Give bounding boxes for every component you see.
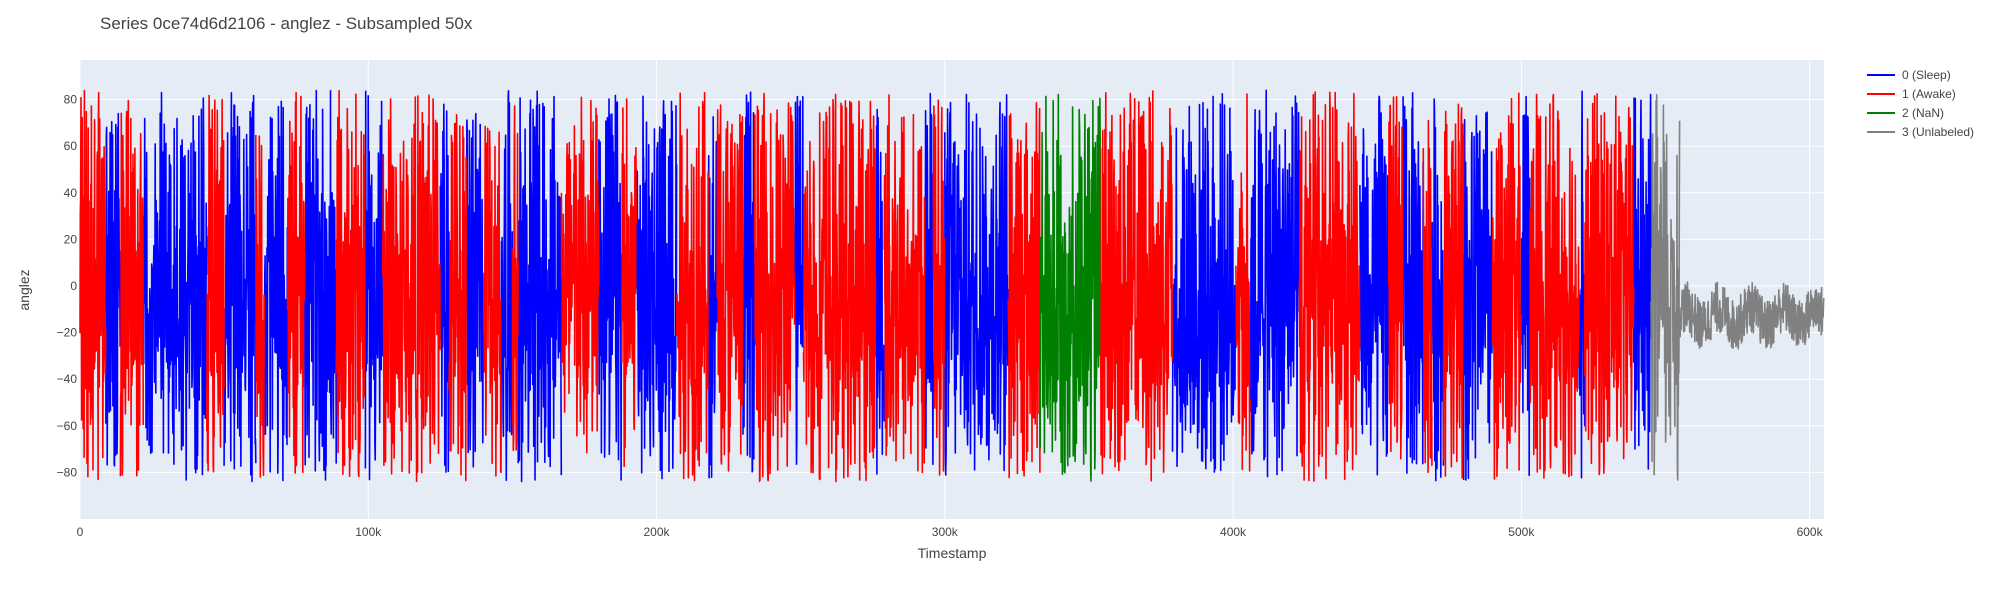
x-axis: 0 100k 200k 300k 400k 500k 600k (77, 525, 1824, 539)
series-line-0 (598, 94, 623, 481)
series-line-0 (303, 89, 338, 481)
series-line-0 (1249, 89, 1300, 478)
series-line-0 (742, 91, 756, 473)
series-line-1 (883, 94, 926, 474)
y-tick-label: 40 (64, 186, 78, 200)
series-line-1 (560, 96, 600, 454)
chart-title: Series 0ce74d6d2106 - anglez - Subsample… (100, 14, 473, 33)
y-axis-title: anglez (16, 269, 32, 310)
legend-label[interactable]: 2 (NaN) (1902, 106, 1944, 120)
series-line-3 (1650, 94, 1681, 481)
series-line-0 (794, 95, 805, 465)
series-line-0 (923, 92, 935, 466)
series-line-1 (621, 98, 638, 468)
series-line-1 (1422, 119, 1433, 474)
series-line-1 (381, 94, 441, 483)
series-line-0 (517, 90, 563, 483)
series-line-1 (255, 134, 266, 478)
series-line-1 (79, 89, 107, 481)
series-line-1 (1099, 90, 1174, 482)
series-line-1 (1529, 93, 1580, 479)
series-line-0 (635, 95, 678, 480)
series-line-0 (364, 90, 384, 481)
x-tick-label: 100k (355, 525, 382, 539)
series-line-1 (1235, 93, 1251, 472)
series-line-1 (119, 99, 144, 477)
series-line-0 (943, 93, 1010, 476)
series-line-0 (1578, 90, 1586, 479)
series-line-0 (142, 91, 208, 481)
legend-label[interactable]: 1 (Awake) (1902, 87, 1956, 101)
series-line-1 (1007, 102, 1041, 479)
y-axis: −80 −60 −40 −20 0 20 40 60 80 (57, 93, 78, 480)
series-line-1 (1387, 96, 1404, 460)
series-line-0 (105, 112, 121, 467)
legend: 0 (Sleep) 1 (Awake) 2 (NaN) 3 (Unlabeled) (1867, 68, 1974, 139)
y-tick-label: −80 (57, 465, 78, 479)
series-line-1 (1583, 93, 1635, 476)
y-tick-label: −60 (57, 419, 78, 433)
x-tick-label: 500k (1508, 525, 1535, 539)
y-tick-label: −40 (57, 372, 78, 386)
y-tick-label: 60 (64, 139, 78, 153)
series-line-1 (802, 93, 877, 483)
legend-label[interactable]: 0 (Sleep) (1902, 68, 1951, 82)
series-line-1 (675, 91, 710, 482)
series-line-0 (465, 112, 485, 468)
y-tick-label: 0 (70, 279, 77, 293)
series-line-0 (1520, 95, 1531, 477)
y-tick-label: 80 (64, 93, 78, 107)
series-line-3 (1679, 281, 1825, 350)
series-line-0 (1402, 92, 1424, 474)
y-tick-label: 20 (64, 232, 78, 246)
series-line-0 (500, 90, 514, 482)
series-line-0 (874, 108, 886, 475)
series-line-2 (1039, 93, 1101, 482)
series-line-1 (1491, 92, 1522, 480)
series-line-0 (1632, 93, 1652, 470)
legend-label[interactable]: 3 (Unlabeled) (1902, 125, 1974, 139)
series-line-0 (223, 92, 257, 483)
y-tick-label: −20 (57, 326, 78, 340)
x-tick-label: 600k (1797, 525, 1824, 539)
x-tick-label: 400k (1220, 525, 1247, 539)
series-line-1 (448, 114, 467, 482)
series-line-0 (1359, 95, 1390, 476)
series-line-1 (286, 91, 306, 474)
series-line-1 (753, 92, 796, 483)
series-line-1 (1298, 91, 1361, 482)
series-line-1 (716, 104, 744, 472)
series-line-1 (206, 94, 225, 473)
series-line-1 (511, 105, 519, 452)
series-line-1 (932, 99, 946, 476)
series-line-0 (1462, 111, 1493, 481)
series-line-0 (263, 100, 289, 482)
series-line-0 (707, 116, 718, 479)
x-tick-label: 200k (644, 525, 671, 539)
series-line-1 (335, 89, 366, 478)
series-line-0 (439, 103, 450, 473)
x-axis-title: Timestamp (918, 545, 987, 561)
series-lines (79, 89, 1825, 483)
series-line-1 (482, 125, 502, 477)
series-line-0 (1171, 93, 1237, 473)
series-line-0 (1431, 98, 1445, 482)
x-tick-label: 300k (932, 525, 959, 539)
series-line-1 (1442, 103, 1465, 479)
x-tick-label: 0 (77, 525, 84, 539)
